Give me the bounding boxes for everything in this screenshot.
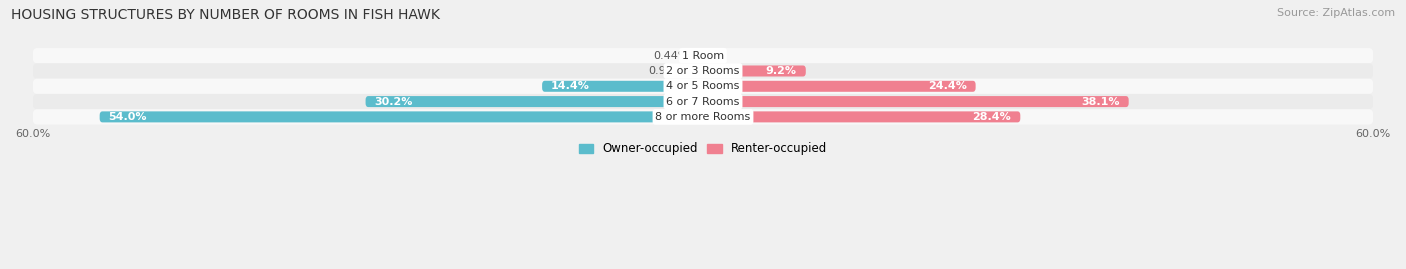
Text: 38.1%: 38.1% — [1081, 97, 1119, 107]
Text: 6 or 7 Rooms: 6 or 7 Rooms — [666, 97, 740, 107]
Text: 1 Room: 1 Room — [682, 51, 724, 61]
FancyBboxPatch shape — [703, 96, 1129, 107]
Text: 2 or 3 Rooms: 2 or 3 Rooms — [666, 66, 740, 76]
Text: 14.4%: 14.4% — [551, 81, 591, 91]
FancyBboxPatch shape — [32, 109, 1374, 125]
FancyBboxPatch shape — [100, 111, 703, 122]
Text: 30.2%: 30.2% — [374, 97, 413, 107]
Text: 28.4%: 28.4% — [973, 112, 1011, 122]
Text: 0.95%: 0.95% — [648, 66, 683, 76]
FancyBboxPatch shape — [32, 79, 1374, 94]
FancyBboxPatch shape — [703, 111, 1021, 122]
FancyBboxPatch shape — [366, 96, 703, 107]
Text: 4 or 5 Rooms: 4 or 5 Rooms — [666, 81, 740, 91]
Legend: Owner-occupied, Renter-occupied: Owner-occupied, Renter-occupied — [574, 137, 832, 160]
Text: 8 or more Rooms: 8 or more Rooms — [655, 112, 751, 122]
Text: HOUSING STRUCTURES BY NUMBER OF ROOMS IN FISH HAWK: HOUSING STRUCTURES BY NUMBER OF ROOMS IN… — [11, 8, 440, 22]
Text: Source: ZipAtlas.com: Source: ZipAtlas.com — [1277, 8, 1395, 18]
FancyBboxPatch shape — [32, 48, 1374, 63]
Text: 0.44%: 0.44% — [654, 51, 689, 61]
FancyBboxPatch shape — [703, 65, 806, 76]
FancyBboxPatch shape — [703, 81, 976, 92]
FancyBboxPatch shape — [692, 65, 703, 76]
FancyBboxPatch shape — [543, 81, 703, 92]
Text: 24.4%: 24.4% — [928, 81, 967, 91]
FancyBboxPatch shape — [32, 94, 1374, 109]
Text: 54.0%: 54.0% — [108, 112, 148, 122]
FancyBboxPatch shape — [699, 50, 703, 61]
Text: 9.2%: 9.2% — [766, 66, 797, 76]
FancyBboxPatch shape — [32, 63, 1374, 79]
